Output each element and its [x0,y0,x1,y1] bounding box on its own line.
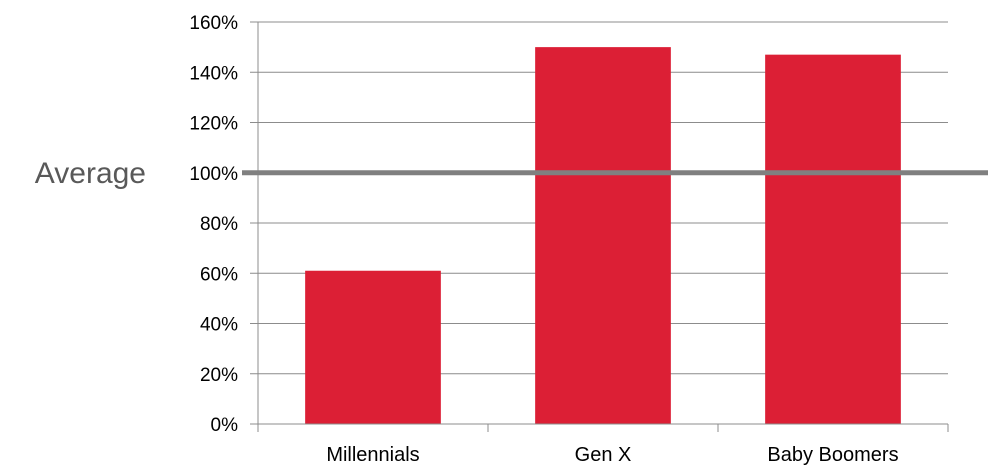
bars [305,47,901,424]
category-label: Baby Boomers [767,444,898,466]
y-tick-label: 20% [200,365,238,386]
category-label: Gen X [575,444,632,466]
average-reference-label: Average [35,157,146,190]
y-tick-label: 100% [189,164,238,185]
y-tick-labels: 0% 20% 40% 60% 80% 100% 120% 140% 160% [189,13,238,436]
bar-gen-x [535,47,671,424]
y-tick-label: 0% [211,415,239,436]
y-tick-label: 80% [200,214,238,235]
y-tick-label: 120% [189,114,238,135]
y-tick-label: 40% [200,315,238,336]
category-labels: Millennials Gen X Baby Boomers [326,444,898,466]
category-label: Millennials [326,444,419,466]
bar-baby-boomers [765,54,901,424]
axes [250,22,948,425]
reference-line-group: Average [35,157,988,190]
y-tick-label: 60% [200,264,238,285]
x-tick-marks [257,424,949,432]
bar-millennials [305,270,441,424]
y-tick-label: 140% [189,63,238,84]
y-tick-label: 160% [189,13,238,34]
